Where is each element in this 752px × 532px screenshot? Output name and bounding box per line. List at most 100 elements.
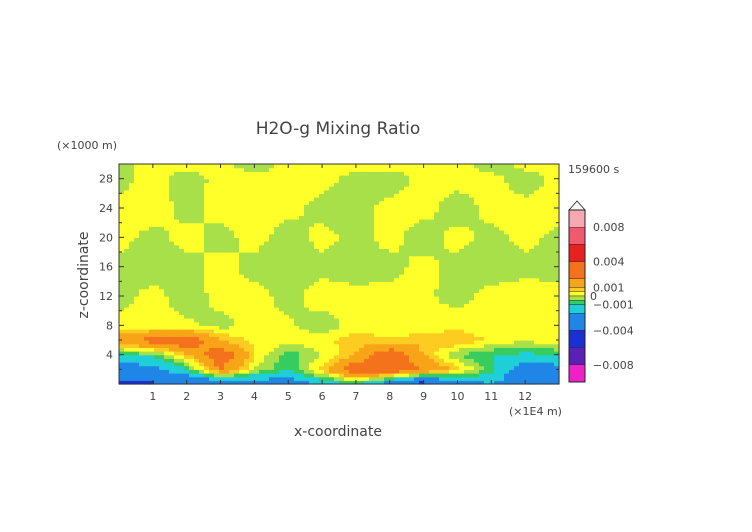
heatmap-cell xyxy=(294,219,300,224)
heatmap-cell xyxy=(119,318,125,323)
chart-title: H2O-g Mixing Ratio xyxy=(256,119,421,139)
heatmap-cell xyxy=(369,296,375,301)
heatmap-cell xyxy=(124,281,130,286)
heatmap-cell xyxy=(409,325,415,330)
heatmap-cell xyxy=(214,178,220,183)
heatmap-cell xyxy=(479,222,485,227)
heatmap-cell xyxy=(259,288,265,293)
heatmap-cell xyxy=(274,200,280,205)
heatmap-cell xyxy=(244,307,250,312)
heatmap-cell xyxy=(504,266,510,271)
heatmap-cell xyxy=(239,233,245,238)
heatmap-cell xyxy=(154,189,160,194)
heatmap-cell xyxy=(439,266,445,271)
heatmap-cell xyxy=(234,343,240,348)
heatmap-cell xyxy=(454,241,460,246)
heatmap-cell xyxy=(364,277,370,282)
heatmap-cell xyxy=(229,178,235,183)
heatmap-cell xyxy=(334,270,340,275)
heatmap-cell xyxy=(399,241,405,246)
heatmap-cell xyxy=(319,233,325,238)
heatmap-cell xyxy=(259,329,265,334)
heatmap-cell xyxy=(124,233,130,238)
heatmap-cell xyxy=(449,332,455,337)
heatmap-cell xyxy=(314,351,320,356)
heatmap-cell xyxy=(354,182,360,187)
heatmap-cell xyxy=(379,281,385,286)
heatmap-cell xyxy=(149,244,155,249)
heatmap-cell xyxy=(124,274,130,279)
heatmap-cell xyxy=(359,369,365,374)
heatmap-cell xyxy=(279,226,285,231)
heatmap-cell xyxy=(124,314,130,319)
heatmap-cell xyxy=(419,233,425,238)
heatmap-cell xyxy=(369,252,375,257)
heatmap-cell xyxy=(254,354,260,359)
heatmap-cell xyxy=(474,307,480,312)
heatmap-cell xyxy=(169,365,175,370)
heatmap-cell xyxy=(174,354,180,359)
heatmap-cell xyxy=(234,215,240,220)
heatmap-cell xyxy=(209,252,215,257)
heatmap-cell xyxy=(479,215,485,220)
heatmap-cell xyxy=(194,281,200,286)
heatmap-cell xyxy=(329,182,335,187)
heatmap-cell xyxy=(284,189,290,194)
heatmap-cell xyxy=(274,288,280,293)
heatmap-cell xyxy=(479,365,485,370)
heatmap-cell xyxy=(169,314,175,319)
heatmap-cell xyxy=(164,347,170,352)
heatmap-cell xyxy=(384,362,390,367)
heatmap-cell xyxy=(129,277,135,282)
heatmap-cell xyxy=(169,292,175,297)
heatmap-cell xyxy=(504,244,510,249)
heatmap-cell xyxy=(544,303,550,308)
heatmap-cell xyxy=(419,314,425,319)
heatmap-cell xyxy=(339,376,345,381)
heatmap-cell xyxy=(214,252,220,257)
heatmap-cell xyxy=(119,307,125,312)
heatmap-cell xyxy=(139,332,145,337)
heatmap-cell xyxy=(479,182,485,187)
heatmap-cell xyxy=(354,380,360,385)
heatmap-cell xyxy=(449,303,455,308)
heatmap-cell xyxy=(294,208,300,213)
heatmap-cell xyxy=(249,285,255,290)
heatmap-cell xyxy=(154,197,160,202)
heatmap-cell xyxy=(269,241,275,246)
heatmap-cell xyxy=(429,252,435,257)
heatmap-cell xyxy=(239,178,245,183)
heatmap-cell xyxy=(449,237,455,242)
heatmap-cell xyxy=(359,270,365,275)
heatmap-cell xyxy=(199,248,205,253)
heatmap-cell xyxy=(429,318,435,323)
heatmap-cell xyxy=(284,340,290,345)
heatmap-cell xyxy=(294,186,300,191)
heatmap-cell xyxy=(479,208,485,213)
heatmap-cell xyxy=(454,365,460,370)
heatmap-cell xyxy=(334,277,340,282)
heatmap-cell xyxy=(389,197,395,202)
heatmap-cell xyxy=(314,186,320,191)
heatmap-cell xyxy=(459,310,465,315)
heatmap-cell xyxy=(549,296,555,301)
heatmap-cell xyxy=(494,248,500,253)
heatmap-cell xyxy=(474,186,480,191)
heatmap-cell xyxy=(304,343,310,348)
heatmap-cell xyxy=(269,175,275,180)
heatmap-cell xyxy=(554,233,560,238)
heatmap-cell xyxy=(319,178,325,183)
heatmap-cell xyxy=(259,230,265,235)
heatmap-cell xyxy=(429,332,435,337)
heatmap-cell xyxy=(534,358,540,363)
heatmap-cell xyxy=(499,310,505,315)
heatmap-cell xyxy=(489,193,495,198)
heatmap-cell xyxy=(229,380,235,385)
heatmap-cell xyxy=(279,263,285,268)
heatmap-cell xyxy=(424,186,430,191)
heatmap-cell xyxy=(279,380,285,385)
heatmap-cell xyxy=(509,340,515,345)
heatmap-cell xyxy=(169,189,175,194)
heatmap-cell xyxy=(319,237,325,242)
heatmap-cell xyxy=(129,299,135,304)
